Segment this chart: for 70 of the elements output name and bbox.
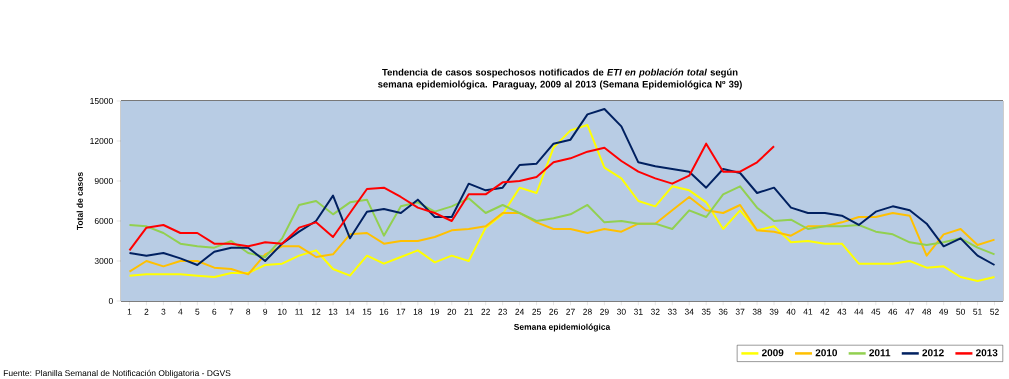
legend-label: 2012 (922, 349, 944, 357)
y-tick-label: 6000 (94, 218, 113, 224)
x-tick-label: 20 (447, 308, 457, 315)
y-tick-label: 12000 (90, 138, 113, 144)
x-tick-label: 3 (161, 308, 166, 315)
x-tick-label: 15 (362, 308, 372, 315)
y-axis-title: Total de casos (76, 172, 83, 230)
x-tick-label: 32 (650, 308, 660, 315)
x-tick-label: 28 (583, 308, 592, 315)
x-axis-title: Semana epidemiológica (514, 323, 611, 332)
x-tick-label: 41 (803, 308, 813, 315)
line-series (128, 142, 776, 252)
chart-title: Tendencia de casos sospechosos notificados de ETI en población total según semana epidemiológica. Paraguay, 2009 al 2013 (Semana Epidemiológica Nº 39) (378, 68, 742, 90)
x-tick-label: 30 (616, 308, 626, 315)
legend-label: 2009 (761, 349, 784, 357)
x-tick-label: 8 (246, 308, 251, 315)
x-tick-label: 14 (345, 308, 355, 315)
x-tick-label: 46 (888, 308, 898, 315)
x-tick-label: 17 (396, 308, 406, 315)
line-series (128, 196, 996, 276)
x-tick-label: 11 (295, 308, 304, 315)
x-tick-label: 31 (633, 308, 643, 315)
x-tick-label: 23 (498, 308, 507, 315)
x-tick-label: 44 (854, 308, 864, 315)
x-tick-label: 18 (413, 308, 423, 315)
x-tick-label: 29 (600, 308, 609, 315)
legend-label: 2011 (869, 349, 891, 357)
x-tick-label: 39 (769, 308, 779, 315)
x-tick-label: 10 (278, 308, 287, 315)
x-tick-label: 7 (229, 308, 234, 315)
x-tick-label: 35 (701, 308, 711, 315)
x-tick-label: 52 (990, 308, 999, 315)
x-tick-label: 40 (786, 308, 796, 315)
x-tick-label: 6 (212, 308, 217, 315)
x-tick-label: 43 (837, 308, 847, 315)
source-note: Fuente: Planilla Semanal de Notificación Obligatoria - DGVS (3, 369, 231, 378)
x-tick-label: 37 (735, 308, 745, 315)
x-tick-label: 16 (379, 308, 389, 315)
legend-label: 2013 (976, 349, 998, 357)
line-series (128, 108, 996, 266)
x-tick-label: 9 (263, 308, 268, 315)
x-tick-label: 2 (144, 308, 149, 315)
x-tick-label: 1 (127, 308, 132, 315)
x-tick-label: 12 (311, 308, 321, 315)
x-tick-label: 38 (752, 308, 762, 315)
x-tick-label: 13 (328, 308, 338, 315)
x-tick-label: 34 (684, 308, 694, 315)
x-tick-label: 36 (718, 308, 728, 315)
x-tick-label: 48 (922, 308, 932, 315)
x-tick-label: 26 (549, 308, 558, 315)
y-tick-label: 0 (108, 298, 113, 304)
x-tick-label: 21 (464, 308, 474, 315)
x-tick-label: 19 (430, 308, 440, 315)
x-tick-label: 4 (178, 308, 183, 315)
x-tick-label: 25 (532, 308, 541, 315)
y-tick-label: 3000 (94, 258, 113, 264)
x-tick-label: 33 (667, 308, 677, 315)
x-tick-label: 5 (195, 308, 200, 315)
y-tick-label: 15000 (90, 98, 113, 104)
x-tick-label: 50 (956, 308, 965, 315)
x-tick-label: 42 (820, 308, 830, 315)
x-tick-label: 49 (939, 308, 948, 315)
x-tick-label: 45 (871, 308, 881, 315)
x-tick-label: 27 (566, 308, 575, 315)
x-tick-label: 24 (515, 308, 525, 315)
legend-label: 2010 (815, 349, 838, 357)
x-tick-label: 47 (905, 308, 914, 315)
y-tick-label: 9000 (94, 178, 113, 184)
x-tick-label: 22 (481, 308, 490, 315)
x-tick-label: 51 (973, 308, 982, 315)
